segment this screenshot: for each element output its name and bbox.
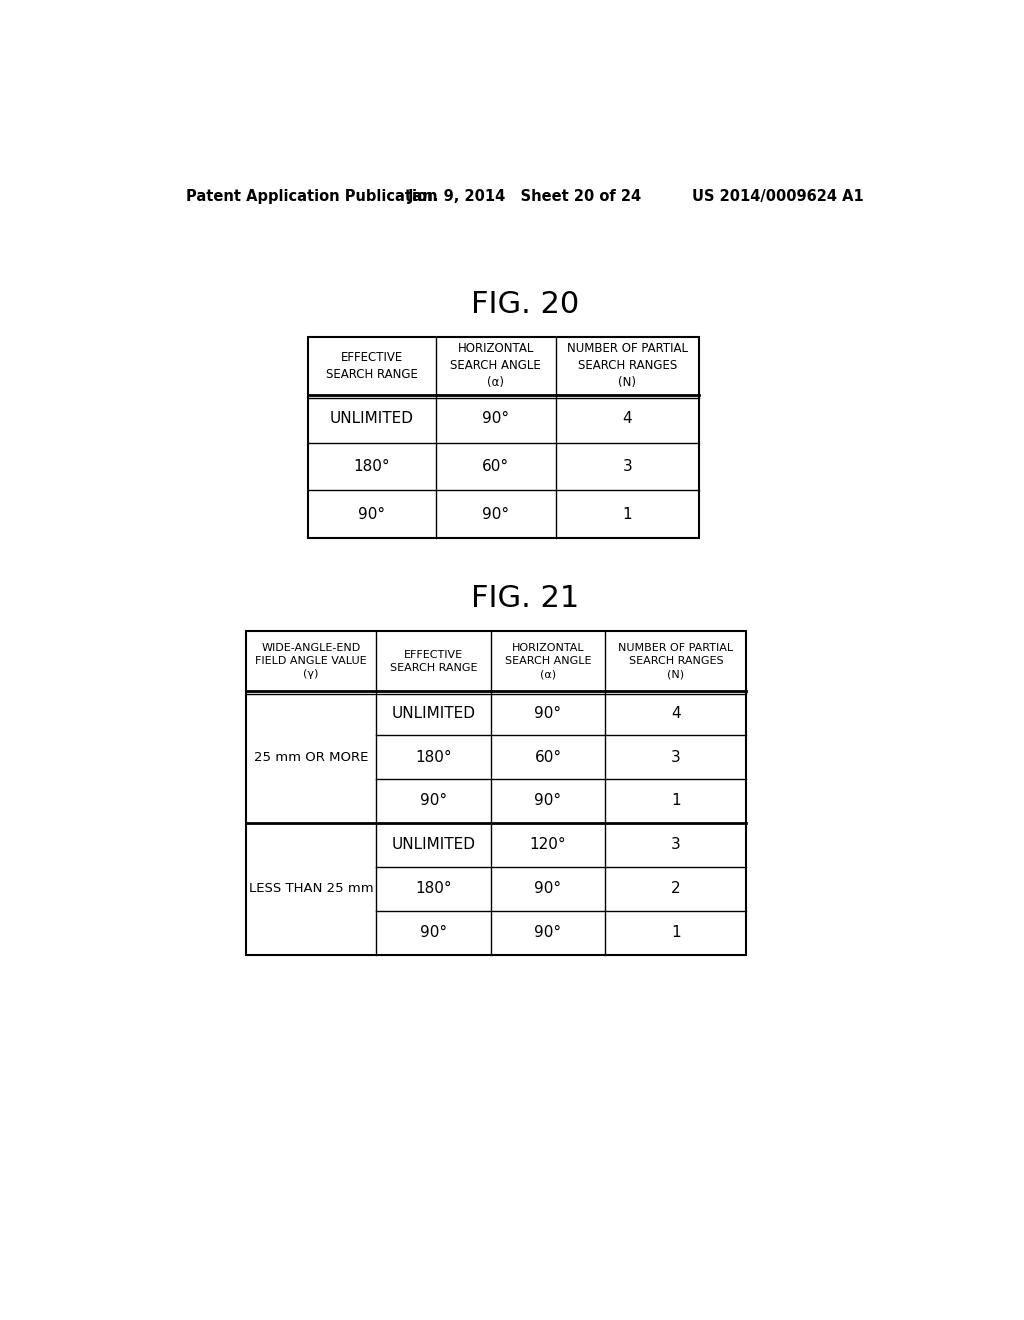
Text: 180°: 180° xyxy=(415,882,452,896)
Text: 1: 1 xyxy=(623,507,632,521)
Text: HORIZONTAL
SEARCH ANGLE
(α): HORIZONTAL SEARCH ANGLE (α) xyxy=(505,643,591,680)
Text: 4: 4 xyxy=(623,411,632,426)
Text: 90°: 90° xyxy=(482,507,509,521)
Text: 90°: 90° xyxy=(358,507,385,521)
Bar xyxy=(308,337,699,539)
Text: 60°: 60° xyxy=(535,750,561,764)
Text: 180°: 180° xyxy=(415,750,452,764)
Text: 2: 2 xyxy=(671,882,681,896)
Bar xyxy=(246,631,746,954)
Text: 90°: 90° xyxy=(535,793,561,808)
Text: FIG. 21: FIG. 21 xyxy=(471,585,579,614)
Text: 4: 4 xyxy=(671,706,681,721)
Text: FIG. 20: FIG. 20 xyxy=(471,290,579,319)
Text: HORIZONTAL
SEARCH ANGLE
(α): HORIZONTAL SEARCH ANGLE (α) xyxy=(451,342,541,389)
Text: Jan. 9, 2014   Sheet 20 of 24: Jan. 9, 2014 Sheet 20 of 24 xyxy=(408,189,642,205)
Text: 90°: 90° xyxy=(535,925,561,940)
Text: 3: 3 xyxy=(623,459,633,474)
Text: 25 mm OR MORE: 25 mm OR MORE xyxy=(254,751,368,763)
Text: 90°: 90° xyxy=(535,882,561,896)
Text: 60°: 60° xyxy=(482,459,509,474)
Text: 90°: 90° xyxy=(482,411,509,426)
Text: 1: 1 xyxy=(671,925,681,940)
Text: UNLIMITED: UNLIMITED xyxy=(391,706,475,721)
Text: 180°: 180° xyxy=(353,459,390,474)
Text: UNLIMITED: UNLIMITED xyxy=(330,411,414,426)
Text: 120°: 120° xyxy=(529,837,566,853)
Text: LESS THAN 25 mm: LESS THAN 25 mm xyxy=(249,882,373,895)
Text: 3: 3 xyxy=(671,837,681,853)
Text: 90°: 90° xyxy=(420,793,446,808)
Text: 90°: 90° xyxy=(535,706,561,721)
Text: NUMBER OF PARTIAL
SEARCH RANGES
(N): NUMBER OF PARTIAL SEARCH RANGES (N) xyxy=(618,643,733,680)
Text: UNLIMITED: UNLIMITED xyxy=(391,837,475,853)
Text: EFFECTIVE
SEARCH RANGE: EFFECTIVE SEARCH RANGE xyxy=(389,649,477,673)
Text: NUMBER OF PARTIAL
SEARCH RANGES
(N): NUMBER OF PARTIAL SEARCH RANGES (N) xyxy=(567,342,688,389)
Text: 1: 1 xyxy=(671,793,681,808)
Text: EFFECTIVE
SEARCH RANGE: EFFECTIVE SEARCH RANGE xyxy=(326,351,418,381)
Text: WIDE-ANGLE-END
FIELD ANGLE VALUE
(γ): WIDE-ANGLE-END FIELD ANGLE VALUE (γ) xyxy=(255,643,367,680)
Text: 3: 3 xyxy=(671,750,681,764)
Text: US 2014/0009624 A1: US 2014/0009624 A1 xyxy=(692,189,864,205)
Text: 90°: 90° xyxy=(420,925,446,940)
Text: Patent Application Publication: Patent Application Publication xyxy=(186,189,437,205)
